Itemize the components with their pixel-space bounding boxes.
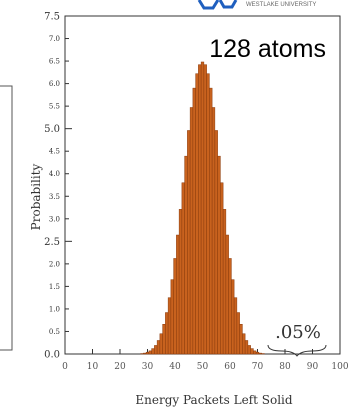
y-tick-label: 0.0 — [44, 350, 60, 361]
x-tick-label: 30 — [142, 362, 154, 372]
y-tick-label: 1.0 — [49, 305, 60, 313]
histogram-bar — [245, 340, 248, 354]
logo-text: WESTLAKE UNIVERSITY — [246, 2, 316, 8]
histogram-bar — [215, 130, 218, 354]
x-tick-label: 40 — [169, 362, 181, 372]
histogram-bar — [231, 280, 234, 354]
histogram-bar — [143, 353, 146, 354]
histogram-bar — [196, 74, 199, 354]
histogram-bar — [204, 65, 207, 354]
y-tick-label: 2.0 — [49, 260, 60, 268]
y-axis-label: Probability — [29, 163, 43, 230]
y-tick-label: 6.0 — [49, 80, 60, 88]
x-tick-label: 50 — [197, 362, 209, 372]
histogram-bar — [226, 235, 229, 354]
histogram-bar — [212, 107, 215, 354]
histogram-bar — [146, 352, 149, 354]
x-tick-label: 0 — [62, 362, 68, 372]
x-tick-label: 90 — [307, 362, 319, 372]
histogram-bar — [160, 334, 163, 354]
y-tick-label: 5.0 — [44, 124, 60, 135]
histogram-bar — [149, 351, 152, 354]
x-tick-label: 70 — [252, 362, 264, 372]
adjacent-figure-frame — [0, 86, 12, 350]
histogram-bar — [174, 258, 177, 354]
histogram-bar — [168, 298, 171, 354]
y-tick-label: 3.0 — [49, 215, 60, 223]
histogram-bar — [240, 324, 243, 354]
x-tick-label: 10 — [87, 362, 99, 372]
histogram-bar — [259, 353, 262, 354]
histogram-bar — [256, 352, 259, 354]
y-tick-label: 7.5 — [44, 12, 60, 23]
x-tick-label: 80 — [279, 362, 291, 372]
logo-mark-icon-2 — [220, 0, 236, 7]
histogram-bar — [198, 65, 201, 354]
y-tick-label: 1.5 — [49, 283, 60, 291]
tail-percent-label: .05% — [275, 322, 321, 343]
histogram-bar — [242, 334, 245, 354]
histogram-bar — [163, 324, 166, 354]
histogram-bar — [209, 88, 212, 354]
y-tick-label: 3.5 — [49, 193, 60, 201]
histogram-bar — [251, 349, 254, 354]
university-logo: WESTLAKE UNIVERSITY — [199, 0, 316, 8]
y-tick-label: 6.5 — [49, 58, 60, 66]
histogram-bar — [171, 280, 174, 354]
histogram-bar — [190, 107, 193, 354]
histogram-bar — [253, 351, 256, 354]
x-tick-label: 20 — [114, 362, 126, 372]
histogram-bar — [207, 74, 210, 354]
histogram-bar — [201, 62, 204, 354]
y-tick-label: 2.5 — [44, 237, 60, 248]
y-tick-label: 4.5 — [49, 148, 60, 156]
histogram-bar — [218, 156, 221, 354]
histogram-bar — [157, 340, 160, 354]
histogram-bar — [187, 130, 190, 354]
histogram-bar — [229, 258, 232, 354]
bars-group — [141, 62, 265, 354]
histogram-bar — [165, 313, 168, 354]
histogram-bar — [182, 183, 185, 354]
logo-mark-icon — [199, 0, 218, 8]
y-tick-label: 4.0 — [49, 170, 60, 178]
histogram-bar — [176, 235, 179, 354]
histogram-bar — [223, 209, 226, 354]
y-tick-label: 7.0 — [49, 35, 60, 43]
y-tick-label: 5.5 — [49, 103, 60, 111]
histogram-bar — [193, 88, 196, 354]
histogram-bar — [234, 298, 237, 354]
histogram-bar — [237, 313, 240, 354]
y-tick-label: 0.5 — [49, 328, 60, 336]
x-tick-label: 60 — [224, 362, 236, 372]
histogram-bar — [154, 345, 157, 354]
histogram-bar — [185, 156, 188, 354]
x-tick-label: 100 — [331, 362, 348, 372]
x-axis-label: Energy Packets Left Solid — [135, 393, 292, 407]
histogram-bar — [220, 183, 223, 354]
histogram-bar — [248, 345, 251, 354]
histogram-bar — [179, 209, 182, 354]
histogram-bar — [152, 349, 155, 354]
atom-count-label: 128 atoms — [209, 35, 326, 63]
